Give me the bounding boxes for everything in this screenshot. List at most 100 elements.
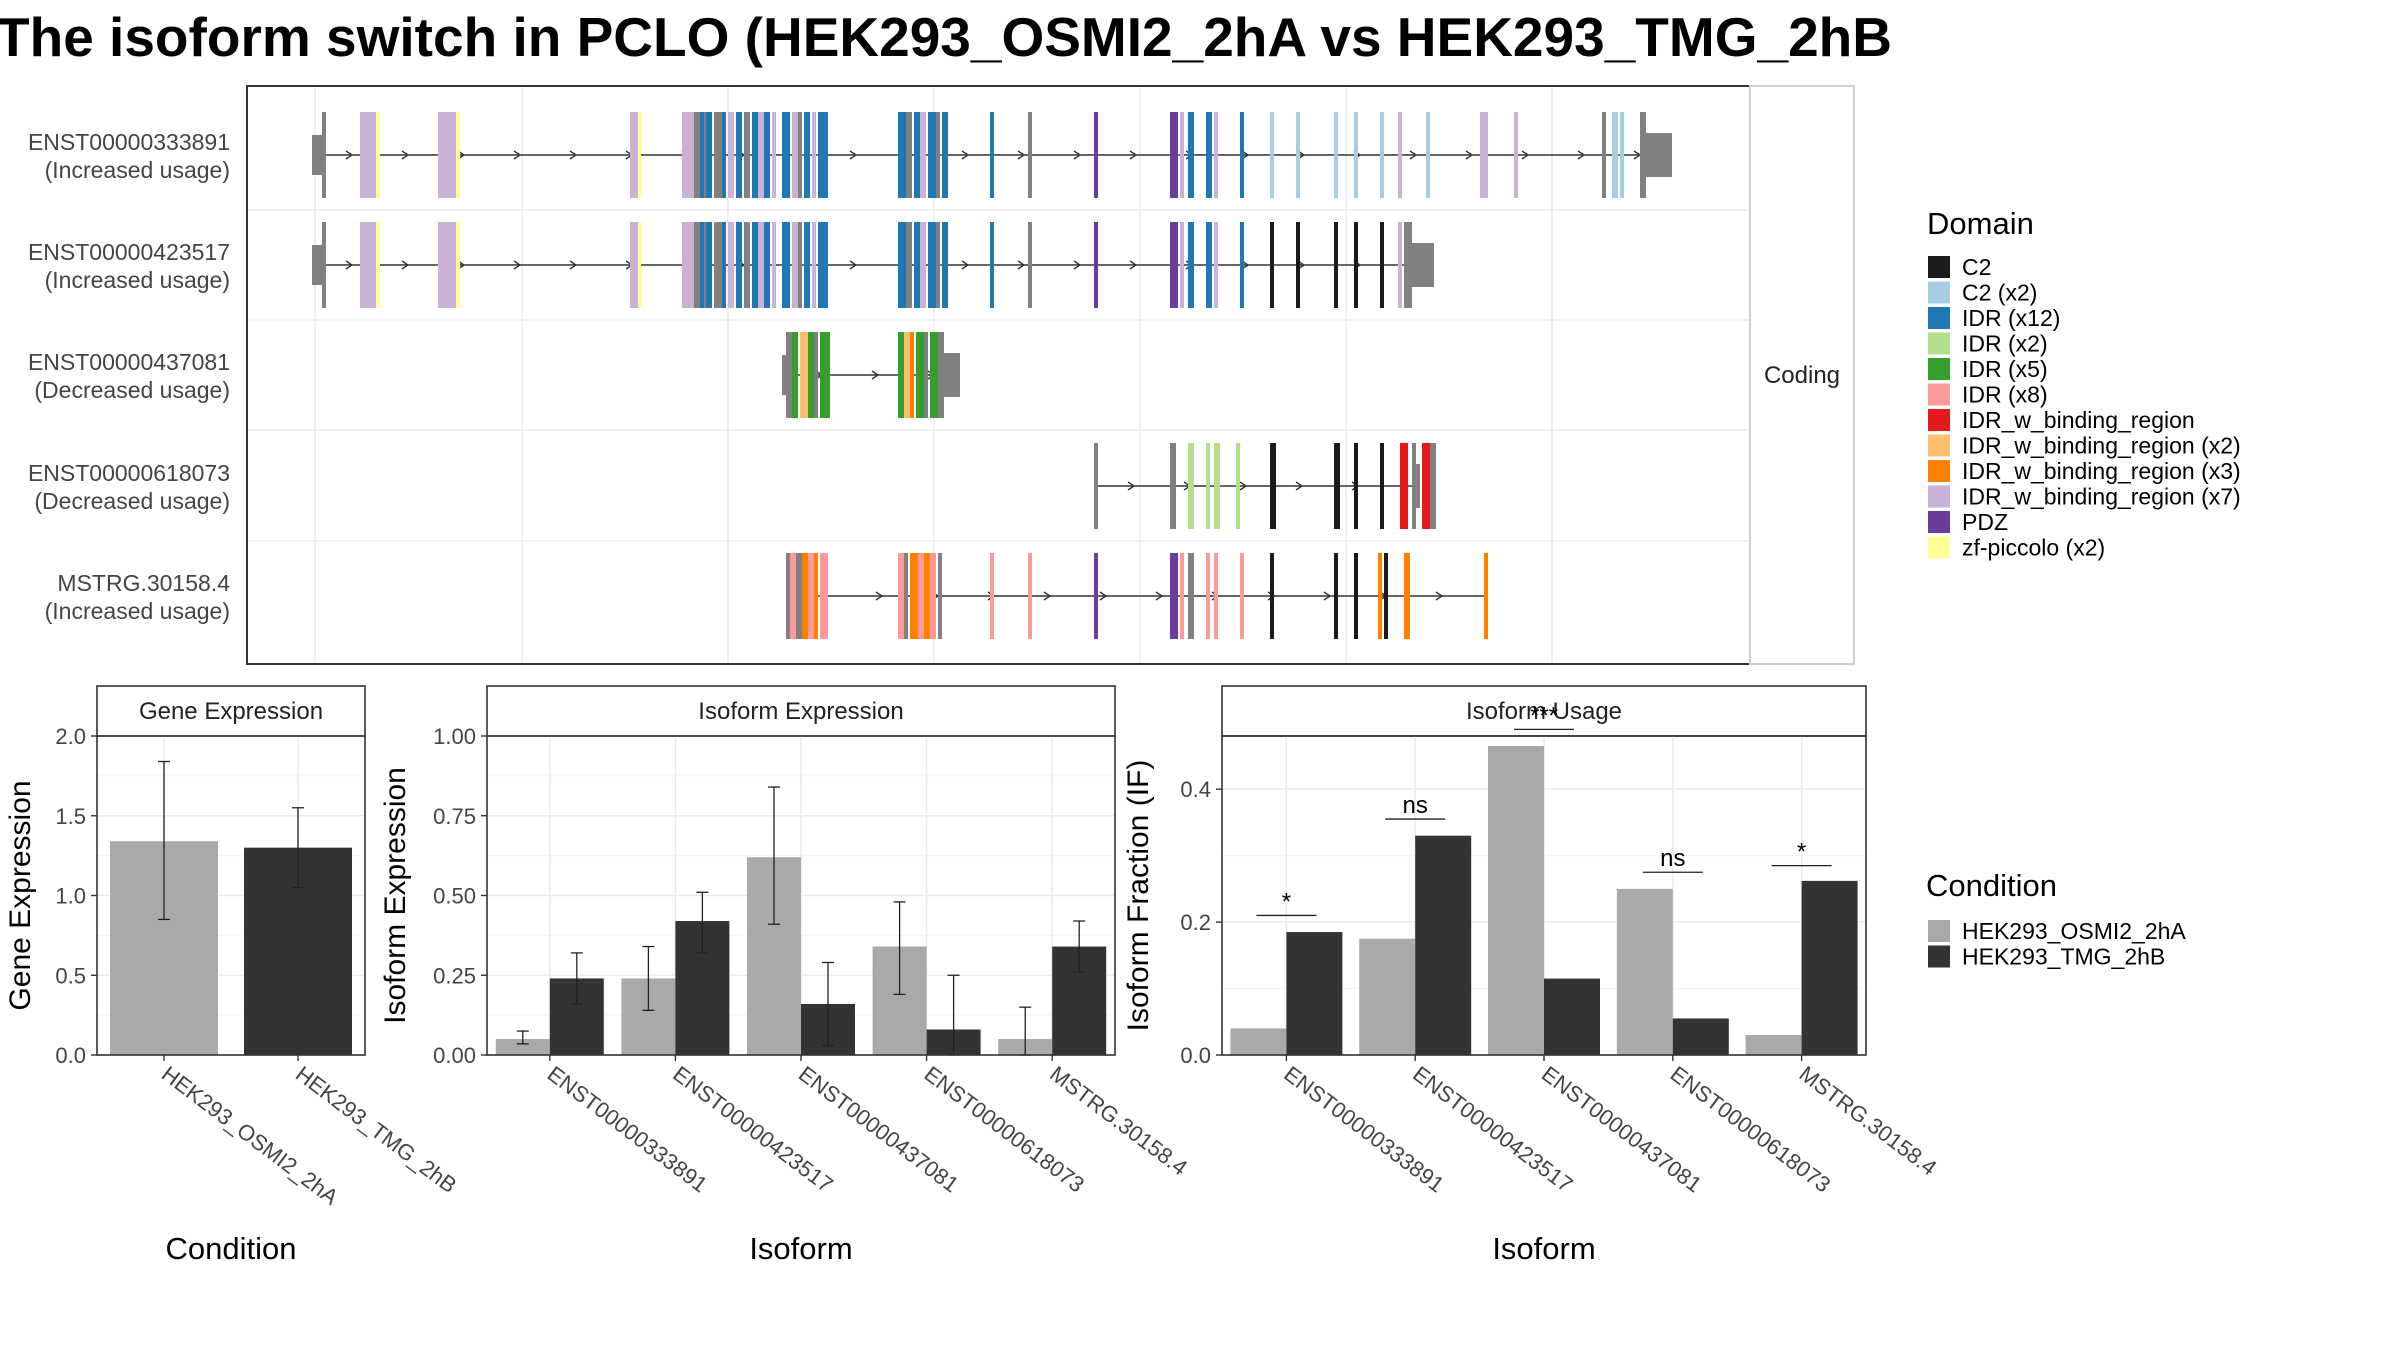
exon-block [1640, 112, 1646, 198]
exon-block [1354, 443, 1358, 529]
y-tick-label: 0.50 [433, 884, 476, 909]
exon-block [804, 112, 810, 198]
exon-block [1170, 553, 1178, 639]
bar [1488, 745, 1544, 1055]
exon-block [322, 112, 326, 198]
strand-arrow [1521, 150, 1530, 160]
exon-block [808, 553, 814, 639]
y-tick-label: 2.0 [55, 724, 86, 749]
exon-block [1170, 443, 1176, 529]
exon-block [792, 332, 798, 418]
exon-block [1188, 553, 1194, 639]
legend-label: C2 (x2) [1962, 280, 2037, 306]
exon-block [782, 112, 790, 198]
utr-block [944, 353, 960, 397]
y-tick-label: 1.00 [433, 724, 476, 749]
isoform-row-name: MSTRG.30158.4 [57, 570, 230, 596]
exon-block [1334, 553, 1338, 639]
bar [1544, 978, 1600, 1055]
exon-block [706, 112, 712, 198]
utr-block [312, 135, 322, 175]
legend-swatch [1928, 460, 1950, 482]
exon-block [936, 222, 940, 308]
exon-block [736, 222, 742, 308]
exon-block [930, 332, 938, 418]
structure-plot-area [246, 85, 1751, 665]
exon-block [764, 112, 770, 198]
panel-strip [1221, 685, 1867, 737]
exon-block [790, 553, 796, 639]
exon-block [1354, 112, 1358, 198]
exon-block [1180, 112, 1184, 198]
strand-arrow [1323, 591, 1332, 601]
exon-block [1094, 553, 1098, 639]
legend-label: HEK293_OSMI2_2hA [1962, 918, 2186, 944]
exon-block [792, 222, 798, 308]
strand-arrow [1017, 150, 1026, 160]
exon-block [800, 332, 808, 418]
isoform-row-usage: (Decreased usage) [34, 488, 230, 514]
legend-label: IDR_w_binding_region (x2) [1962, 433, 2241, 459]
significance-label: *** [1530, 702, 1558, 729]
strand-arrow [849, 150, 858, 160]
y-tick-label: 0.0 [55, 1043, 86, 1068]
legend-label: C2 [1962, 254, 1991, 280]
utr-block [1646, 133, 1672, 177]
strand-arrow [345, 260, 354, 270]
panel-title: Gene Expression [139, 698, 323, 725]
exon-block [928, 222, 936, 308]
exon-block [630, 222, 638, 308]
y-tick-label: 0.5 [55, 963, 86, 988]
exon-block [782, 222, 790, 308]
x-axis-title: Isoform [1492, 1231, 1595, 1266]
panel-strip [96, 685, 366, 737]
exon-block [438, 222, 456, 308]
exon-block [1206, 553, 1210, 639]
plot-frame [96, 735, 366, 1056]
exon-block [1404, 553, 1410, 639]
exon-block [1170, 222, 1178, 308]
exon-block [752, 222, 758, 308]
exon-block [802, 553, 808, 639]
exon-block [456, 222, 460, 308]
exon-block [918, 553, 924, 639]
exon-block [728, 112, 734, 198]
exon-block [1380, 112, 1384, 198]
exon-block [700, 112, 704, 198]
isoform-row-name: ENST00000437081 [28, 349, 230, 375]
strip-label-coding: Coding [1764, 362, 1840, 389]
exon-block [920, 222, 926, 308]
exon-block [1334, 112, 1338, 198]
exon-block [804, 222, 810, 308]
legend-label: IDR (x5) [1962, 356, 2048, 382]
exon-block [1430, 443, 1436, 529]
exon-block [792, 112, 798, 198]
exon-block [360, 112, 376, 198]
domain-legend-title: Domain [1927, 206, 2034, 241]
exon-block [796, 553, 802, 639]
plot-frame [486, 735, 1116, 1056]
exon-block [824, 112, 828, 198]
panel-title: Isoform Usage [1466, 698, 1622, 725]
exon-block [1206, 443, 1210, 529]
panel-title: Isoform Expression [698, 698, 903, 725]
exon-block [898, 332, 904, 418]
exon-block [1188, 443, 1194, 529]
legend-label: IDR_w_binding_region (x3) [1962, 458, 2241, 484]
exon-block [1236, 443, 1240, 529]
bar [1616, 888, 1673, 1055]
significance-label: * [1797, 839, 1806, 866]
x-axis-title: Condition [166, 1231, 297, 1266]
isoform-row-name: ENST00000423517 [28, 239, 230, 265]
exon-block [744, 222, 750, 308]
legend-label: IDR (x12) [1962, 305, 2060, 331]
exon-block [906, 222, 912, 308]
exon-block [1028, 553, 1032, 639]
exon-block [772, 222, 776, 308]
exon-block [1028, 222, 1032, 308]
exon-block [714, 222, 722, 308]
legend-swatch [1928, 307, 1950, 329]
exon-block [1334, 443, 1340, 529]
exon-block [1214, 443, 1220, 529]
